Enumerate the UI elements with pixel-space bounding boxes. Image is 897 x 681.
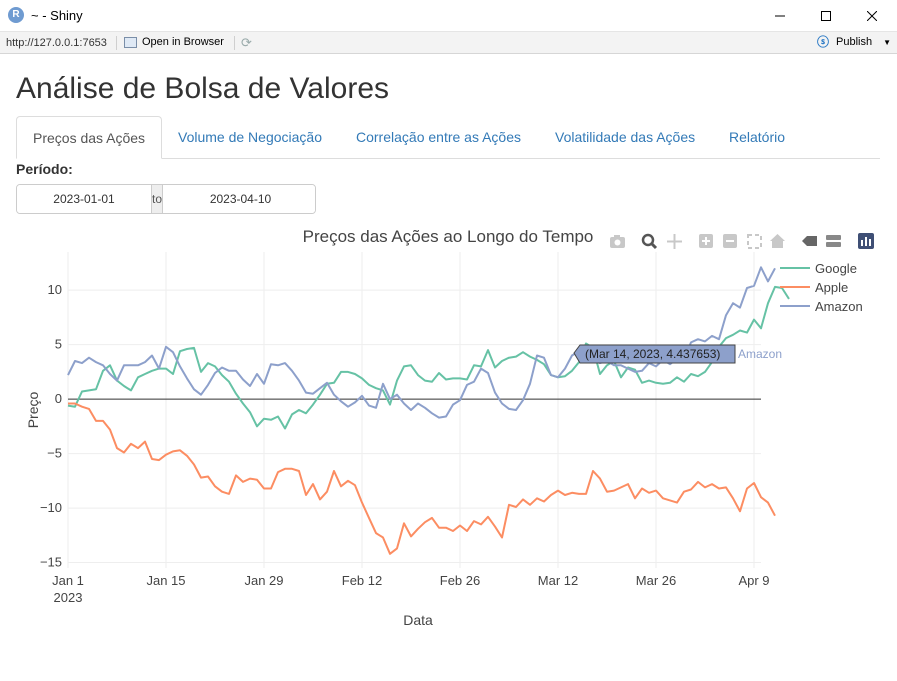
x-tick-label: Mar 12 [538, 573, 578, 588]
compare-data-icon[interactable] [826, 235, 841, 247]
refresh-icon[interactable]: ⟳ [241, 35, 252, 50]
x-tick-year: 2023 [54, 590, 83, 605]
open-in-browser-button[interactable]: Open in Browser [124, 36, 224, 48]
chart-title: Preços das Ações ao Longo do Tempo [303, 227, 594, 246]
publish-label: Publish [836, 36, 873, 48]
caret-down-icon[interactable]: ▼ [883, 37, 891, 47]
series-line-google[interactable] [67, 285, 790, 430]
y-tick-label: −5 [47, 446, 62, 461]
tab-volume-de-negociacao[interactable]: Volume de Negociação [178, 129, 322, 145]
tab-bar: Preços das Ações Volume de Negociação Co… [16, 116, 880, 159]
x-tick-label: Jan 15 [146, 573, 185, 588]
y-axis-ticks: −15 −10 −5 0 5 10 [40, 282, 62, 569]
y-tick-label: 5 [55, 337, 62, 352]
autoscale-icon[interactable] [747, 234, 762, 249]
url-text: http://127.0.0.1:7653 [6, 37, 107, 49]
plotly-logo-icon[interactable] [858, 233, 874, 249]
toolbar-separator [116, 36, 117, 50]
chart-gridlines [67, 252, 761, 568]
price-line-chart[interactable]: −15 −10 −5 0 5 10 Jan 1 Jan 15 Jan 29 Feb 12 Feb … [0, 222, 897, 640]
pan-icon[interactable] [667, 234, 682, 249]
zoom-out-icon[interactable] [723, 234, 737, 248]
spike-lines-icon[interactable] [802, 236, 817, 246]
maximize-button[interactable] [803, 0, 849, 32]
publish-icon: ⓢ [817, 35, 830, 49]
camera-icon[interactable] [610, 235, 625, 248]
page-title: Análise de Bolsa de Valores [16, 72, 390, 105]
legend-label-apple: Apple [815, 280, 848, 295]
close-button[interactable] [849, 0, 895, 32]
end-date-input[interactable] [163, 185, 315, 213]
x-tick-label: Jan 29 [244, 573, 283, 588]
date-range-input: to [16, 184, 316, 214]
x-tick-label: Mar 26 [636, 573, 676, 588]
window-titlebar: R ~ - Shiny [0, 0, 897, 32]
x-axis-ticks: Jan 1 Jan 15 Jan 29 Feb 12 Feb 26 Mar 12 Mar 2… [52, 573, 769, 605]
tab-precos-das-acoes[interactable]: Preços das Ações [16, 116, 163, 159]
y-tick-label: −15 [40, 555, 62, 570]
maximize-icon [821, 11, 831, 21]
hover-tooltip: (Mar 14, 2023, 4.437653) Amazon [573, 344, 782, 364]
r-app-icon: R [8, 7, 24, 23]
chart-series-lines [67, 266, 790, 555]
start-date-input[interactable] [17, 185, 151, 213]
series-line-apple[interactable] [68, 402, 776, 555]
y-axis-title: Preço [25, 392, 41, 429]
y-tick-label: −10 [40, 500, 62, 515]
publish-button[interactable]: ⓢ Publish ▼ [817, 36, 891, 48]
tab-correlacao[interactable]: Correlação entre as Ações [356, 129, 521, 145]
window-title: ~ - Shiny [31, 8, 83, 23]
minimize-icon [775, 15, 785, 17]
date-range-separator: to [151, 185, 164, 213]
x-tick-label: Feb 12 [342, 573, 382, 588]
x-axis-title: Data [403, 612, 433, 628]
zoom-icon[interactable] [641, 233, 658, 250]
y-tick-label: 0 [55, 391, 62, 406]
open-in-browser-label: Open in Browser [142, 36, 224, 48]
minimize-button[interactable] [757, 0, 803, 32]
legend-item-google[interactable]: Google [780, 261, 857, 276]
legend-label-amazon: Amazon [815, 299, 863, 314]
plot-modebar [610, 233, 874, 250]
tooltip-series-name: Amazon [738, 347, 782, 361]
periodo-label: Período: [16, 161, 73, 177]
tab-volatilidade[interactable]: Volatilidade das Ações [555, 129, 696, 145]
tab-relatorio[interactable]: Relatório [729, 129, 786, 145]
tooltip-box [573, 344, 736, 364]
reset-axes-icon[interactable] [770, 234, 785, 248]
x-tick-label: Apr 9 [738, 573, 769, 588]
chart-legend: Google Apple Amazon [780, 261, 863, 314]
legend-item-apple[interactable]: Apple [780, 280, 848, 295]
y-tick-label: 10 [48, 282, 62, 297]
legend-label-google: Google [815, 261, 857, 276]
toolbar-separator [234, 36, 235, 50]
x-tick-label: Feb 26 [440, 573, 480, 588]
browser-window-icon [124, 36, 137, 48]
zoom-in-icon[interactable] [699, 234, 713, 248]
viewer-toolbar: http://127.0.0.1:7653 Open in Browser ⟳ … [0, 32, 897, 54]
legend-item-amazon[interactable]: Amazon [780, 299, 863, 314]
series-line-amazon[interactable] [67, 266, 776, 419]
x-tick-label: Jan 1 [52, 573, 84, 588]
close-icon [867, 11, 877, 21]
tooltip-value: (Mar 14, 2023, 4.437653) [585, 347, 720, 361]
